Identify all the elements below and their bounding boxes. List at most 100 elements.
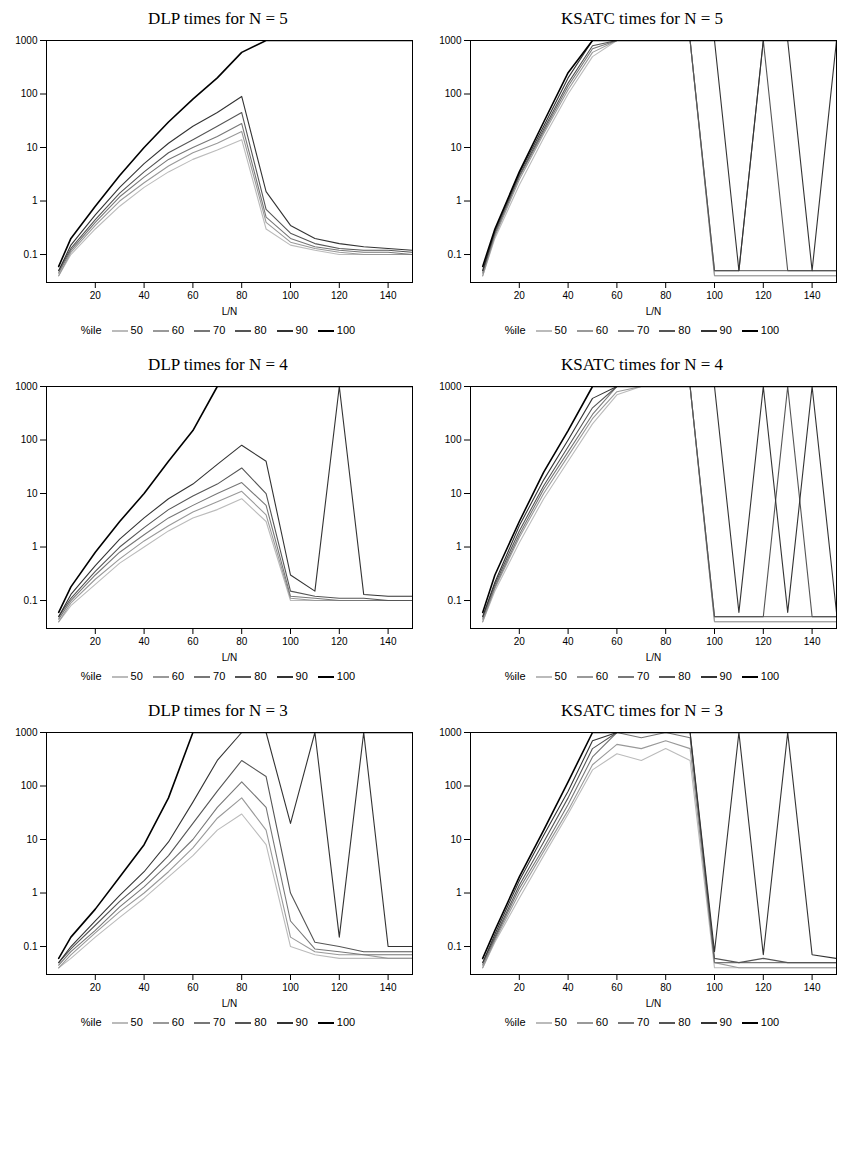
- html-text:80: 80: [254, 324, 267, 336]
- svg-text:100: 100: [706, 636, 723, 647]
- svg-text:1: 1: [456, 887, 462, 898]
- svg-text:100: 100: [445, 780, 462, 791]
- svg-text:40: 40: [563, 636, 575, 647]
- svg-text:120: 120: [755, 982, 772, 993]
- svg-text:40: 40: [563, 982, 575, 993]
- svg-text:0.1: 0.1: [24, 941, 38, 952]
- svg-text:80: 80: [236, 982, 248, 993]
- svg-text:10: 10: [26, 142, 38, 153]
- svg-text:1: 1: [456, 195, 462, 206]
- html-text:100: 100: [760, 324, 780, 336]
- svg-text:100: 100: [445, 88, 462, 99]
- svg-text:10: 10: [450, 488, 462, 499]
- svg-text:L/N: L/N: [222, 652, 238, 663]
- svg-text:60: 60: [611, 290, 623, 301]
- svg-text:20: 20: [514, 636, 526, 647]
- svg-text:20: 20: [90, 982, 102, 993]
- svg-text:80: 80: [660, 290, 672, 301]
- svg-text:1: 1: [32, 887, 38, 898]
- svg-text:120: 120: [331, 982, 348, 993]
- svg-text:20: 20: [90, 290, 102, 301]
- html-text:KSATC times for N = 3: KSATC times for N = 3: [560, 701, 724, 720]
- svg-text:140: 140: [380, 982, 397, 993]
- svg-text:1000: 1000: [439, 727, 462, 738]
- html-text:KSATC times for N = 4: KSATC times for N = 4: [560, 355, 724, 374]
- html-text:80: 80: [678, 324, 691, 336]
- svg-text:100: 100: [21, 434, 38, 445]
- svg-text:40: 40: [139, 290, 151, 301]
- svg-text:60: 60: [611, 636, 623, 647]
- html-text:90: 90: [719, 324, 732, 336]
- svg-text:1000: 1000: [15, 381, 38, 392]
- html-text:90: 90: [295, 324, 308, 336]
- svg-text:140: 140: [804, 982, 821, 993]
- svg-text:20: 20: [514, 290, 526, 301]
- html-text:DLP times for N = 5: DLP times for N = 5: [148, 9, 288, 28]
- svg-text:0.1: 0.1: [448, 249, 462, 260]
- svg-text:1: 1: [456, 541, 462, 552]
- svg-text:40: 40: [139, 982, 151, 993]
- svg-text:1: 1: [32, 195, 38, 206]
- svg-text:20: 20: [514, 982, 526, 993]
- svg-text:0.1: 0.1: [24, 249, 38, 260]
- svg-text:120: 120: [755, 636, 772, 647]
- svg-text:80: 80: [236, 290, 248, 301]
- svg-text:100: 100: [445, 434, 462, 445]
- svg-text:100: 100: [21, 88, 38, 99]
- svg-text:60: 60: [611, 982, 623, 993]
- svg-text:1000: 1000: [439, 381, 462, 392]
- svg-text:L/N: L/N: [646, 652, 662, 663]
- svg-text:120: 120: [755, 290, 772, 301]
- svg-text:140: 140: [804, 636, 821, 647]
- svg-text:0.1: 0.1: [448, 941, 462, 952]
- svg-text:L/N: L/N: [646, 998, 662, 1009]
- svg-text:80: 80: [236, 636, 248, 647]
- svg-text:10: 10: [450, 142, 462, 153]
- svg-text:60: 60: [187, 636, 199, 647]
- svg-text:80: 80: [660, 982, 672, 993]
- html-text:KSATC times for N = 5: KSATC times for N = 5: [560, 9, 724, 28]
- svg-text:L/N: L/N: [222, 998, 238, 1009]
- html-text:60: 60: [171, 324, 185, 336]
- svg-text:1000: 1000: [15, 35, 38, 46]
- svg-text:100: 100: [706, 982, 723, 993]
- svg-text:L/N: L/N: [222, 306, 238, 317]
- svg-text:100: 100: [282, 290, 299, 301]
- html-text:50: 50: [130, 670, 143, 682]
- svg-text:140: 140: [380, 290, 397, 301]
- svg-text:10: 10: [26, 834, 38, 845]
- html-text:70: 70: [637, 324, 650, 336]
- html-text:60: 60: [595, 324, 609, 336]
- svg-text:1000: 1000: [439, 35, 462, 46]
- html-text:50: 50: [554, 324, 567, 336]
- svg-text:1000: 1000: [15, 727, 38, 738]
- html-text:DLP times for N = 3: DLP times for N = 3: [148, 701, 288, 720]
- html-text:70: 70: [213, 324, 226, 336]
- html-text:%ile: %ile: [504, 324, 526, 336]
- svg-text:100: 100: [21, 780, 38, 791]
- svg-text:40: 40: [139, 636, 151, 647]
- html-text:DLP times for N = 4: DLP times for N = 4: [148, 355, 288, 374]
- html-text:%ile: %ile: [80, 670, 102, 682]
- svg-text:1: 1: [32, 541, 38, 552]
- svg-text:20: 20: [90, 636, 102, 647]
- html-text:%ile: %ile: [80, 324, 102, 336]
- svg-text:0.1: 0.1: [24, 595, 38, 606]
- svg-text:120: 120: [331, 290, 348, 301]
- svg-text:0.1: 0.1: [448, 595, 462, 606]
- html-text:50: 50: [130, 324, 143, 336]
- svg-text:100: 100: [706, 290, 723, 301]
- svg-text:140: 140: [380, 636, 397, 647]
- svg-text:10: 10: [26, 488, 38, 499]
- svg-text:10: 10: [450, 834, 462, 845]
- svg-text:120: 120: [331, 636, 348, 647]
- svg-text:100: 100: [282, 636, 299, 647]
- svg-text:140: 140: [804, 290, 821, 301]
- svg-text:L/N: L/N: [646, 306, 662, 317]
- html-text:100: 100: [336, 324, 356, 336]
- svg-text:60: 60: [187, 982, 199, 993]
- svg-text:60: 60: [187, 290, 199, 301]
- svg-text:100: 100: [282, 982, 299, 993]
- svg-text:40: 40: [563, 290, 575, 301]
- svg-text:80: 80: [660, 636, 672, 647]
